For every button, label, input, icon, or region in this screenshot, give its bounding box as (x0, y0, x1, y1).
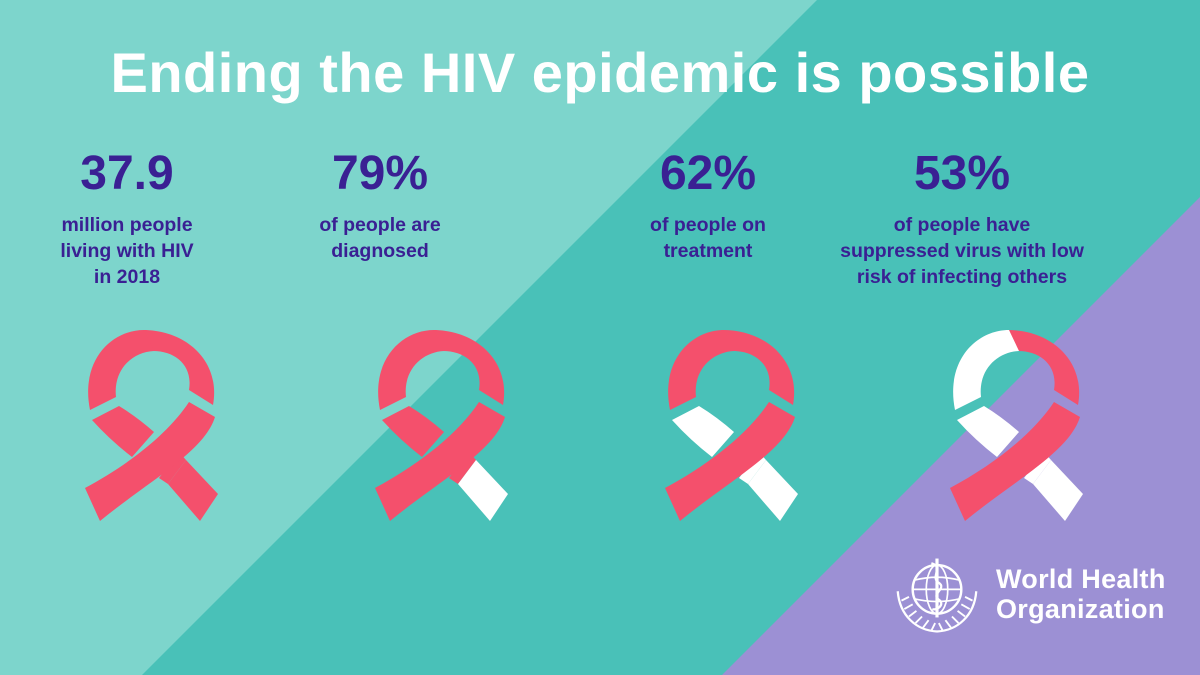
stat-block-suppressed-virus: 53% of people have suppressed virus with… (820, 148, 1104, 290)
ribbon-left-limb (672, 406, 734, 457)
who-wordmark-line2: Organization (996, 594, 1165, 624)
ribbon-right-tail-lower (748, 460, 798, 521)
ribbon-left-limb (382, 406, 444, 457)
ribbon-right-tail-lower (1033, 460, 1083, 521)
ribbon-arc-right (723, 330, 795, 405)
ribbon-arc-left (88, 330, 154, 410)
ribbon-arc-left (668, 330, 734, 410)
ribbon-over-band (85, 402, 215, 521)
who-emblem-icon (896, 558, 978, 633)
who-wordmark: World Health Organization (996, 564, 1166, 624)
who-logo: World Health Organization (890, 552, 1166, 638)
stat-label-line: suppressed virus with low (840, 240, 1084, 262)
ribbon-arc-left (378, 330, 444, 410)
stat-value: 53% (913, 147, 1011, 200)
ribbon-arc-right (143, 330, 215, 405)
stat-block-treatment: 62% of people on treatment (608, 148, 808, 264)
ribbon-left-limb (957, 406, 1019, 457)
stat-label-line: risk of infecting others (856, 266, 1068, 288)
stat-label-line: of people are (319, 214, 441, 236)
stat-label-line: living with HIV (60, 240, 194, 262)
stat-block-living-with-hiv: 37.9 million people living with HIV in 2… (27, 148, 227, 290)
stat-label-line: in 2018 (93, 266, 161, 288)
ribbon-arc-right (433, 330, 505, 405)
ribbon-right-tail-lower (168, 460, 218, 521)
ribbon-arc-right (1008, 330, 1080, 405)
stat-label-line: million people (61, 214, 193, 236)
stat-label: million people living with HIV in 2018 (27, 212, 227, 290)
ribbon-over-band (375, 402, 505, 521)
stat-label: of people have suppressed virus with low… (820, 212, 1104, 290)
awareness-ribbon-icon (950, 330, 1083, 521)
stat-label-line: of people on (650, 214, 766, 236)
ribbon-arc-left (953, 330, 1019, 410)
ribbon-over-band (950, 402, 1080, 521)
stat-label: of people on treatment (608, 212, 808, 264)
ribbon-over-band (665, 402, 795, 521)
awareness-ribbon-icon (85, 330, 218, 521)
awareness-ribbon-icon (375, 330, 508, 521)
stat-value: 79% (331, 147, 429, 200)
page-title: Ending the HIV epidemic is possible (110, 41, 1090, 104)
ribbon-right-tail-lower (458, 460, 508, 521)
awareness-ribbon-icon (665, 330, 798, 521)
stat-block-diagnosed: 79% of people are diagnosed (280, 148, 480, 264)
stat-label-line: treatment (663, 240, 753, 262)
stat-label-line: of people have (893, 214, 1031, 236)
stat-label: of people are diagnosed (280, 212, 480, 264)
stat-value: 37.9 (80, 147, 174, 200)
stat-label-line: diagnosed (331, 240, 429, 262)
who-wordmark-line1: World Health (996, 564, 1166, 594)
stat-value: 62% (659, 147, 757, 200)
ribbon-left-limb (92, 406, 154, 457)
